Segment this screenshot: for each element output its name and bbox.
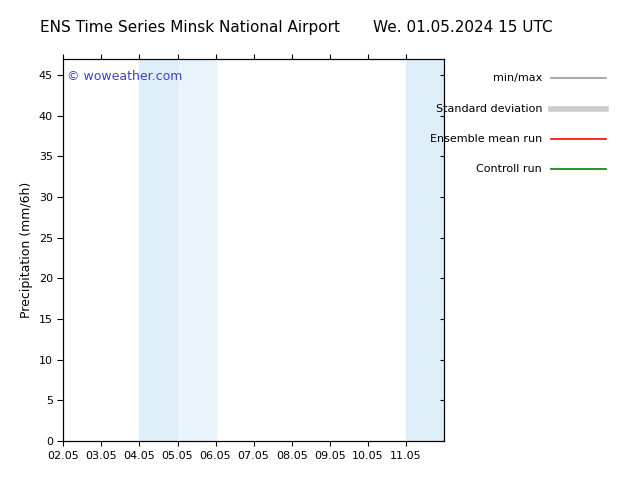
Text: min/max: min/max bbox=[493, 74, 542, 83]
Text: Standard deviation: Standard deviation bbox=[436, 103, 542, 114]
Text: Controll run: Controll run bbox=[476, 164, 542, 174]
Bar bbox=[406, 59, 444, 441]
Text: We. 01.05.2024 15 UTC: We. 01.05.2024 15 UTC bbox=[373, 20, 553, 35]
Text: ENS Time Series Minsk National Airport: ENS Time Series Minsk National Airport bbox=[40, 20, 340, 35]
Text: Ensemble mean run: Ensemble mean run bbox=[430, 134, 542, 144]
Text: © woweather.com: © woweather.com bbox=[67, 70, 183, 83]
Bar bbox=[178, 59, 216, 441]
Bar bbox=[139, 59, 178, 441]
Y-axis label: Precipitation (mm/6h): Precipitation (mm/6h) bbox=[20, 182, 34, 318]
Bar bbox=[444, 59, 482, 441]
